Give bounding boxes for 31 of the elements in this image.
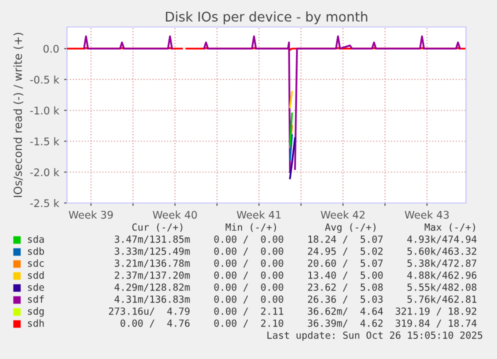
legend-label: sdg	[28, 307, 44, 317]
y-axis-title: IOs/second read (-) / write (+)	[13, 32, 24, 198]
text: Last update: Sun Oct 26 15:05:10 2025	[267, 331, 482, 341]
text: 2.37m/137.20m 0.00 / 0.00 13.40 / 5.00 4.88k/462.96	[114, 271, 476, 280]
text: 3.33m/125.49m 0.00 / 0.00 24.95 / 5.02 5.60k/463.32	[114, 247, 476, 256]
x-tick-label: Week 41	[236, 210, 281, 219]
y-tick-label: -2.0 k	[30, 168, 60, 176]
text: 0.00 / 4.76 0.00 / 2.10 36.39m/ 4.62 319.84 / 18.74	[120, 319, 477, 328]
legend-label: sdc	[28, 259, 44, 267]
legend-label: sdh	[28, 319, 44, 327]
y-tick-label: -0.5 k	[30, 76, 60, 84]
chart-title: Disk IOs per device - by month	[166, 11, 368, 24]
y-tick-label: -1.5 k	[30, 137, 60, 146]
text: 3.47m/131.85m 0.00 / 0.00 18.24 / 5.07 4.93k/474.94	[114, 235, 477, 244]
x-tick-label: Week 43	[404, 210, 449, 219]
x-tick-label: Week 39	[68, 210, 113, 219]
y-tick-label: -1.0 k	[30, 106, 60, 114]
text: Cur (-/+) Min (-/+) Avg (-/+) Max (-/+)	[132, 223, 475, 233]
y-tick-label: -2.5 k	[30, 199, 60, 208]
legend-label: sde	[28, 283, 44, 291]
text: 4.31m/136.83m 0.00 / 0.00 26.36 / 5.03 5.76k/462.81	[114, 295, 476, 304]
y-tick-label: 0.0	[43, 44, 59, 53]
text: 3.21m/136.78m 0.00 / 0.00 20.60 / 5.07 5.38k/472.87	[114, 259, 476, 268]
legend-label: sdd	[28, 271, 44, 279]
text: 273.16u/ 4.79 0.00 / 2.11 36.62m/ 4.64 321.19 / 18.92	[108, 307, 476, 316]
legend-label: sdf	[28, 295, 44, 303]
legend-label: sda	[28, 235, 44, 243]
x-tick-label: Week 42	[320, 210, 365, 219]
legend-label: sdb	[28, 247, 44, 255]
x-tick-label: Week 40	[152, 210, 197, 219]
text: 4.29m/128.82m 0.00 / 0.00 23.62 / 5.08 5.55k/482.08	[114, 283, 476, 292]
